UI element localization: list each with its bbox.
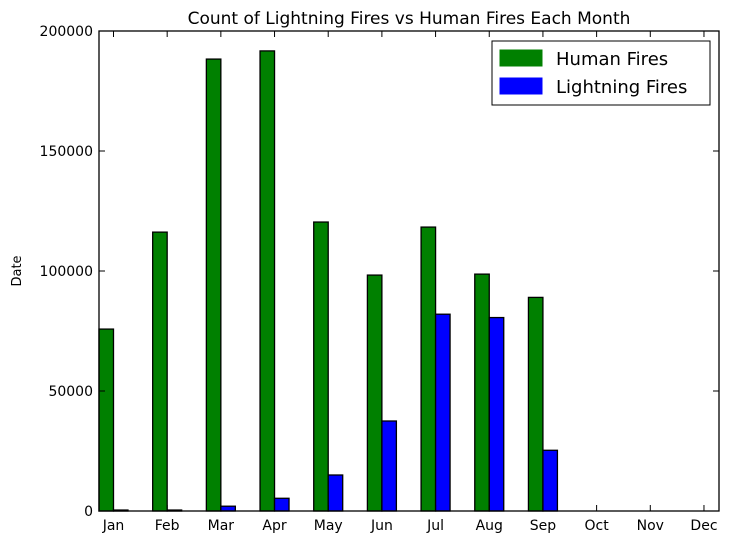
bar-lightning-fires-aug <box>488 316 505 512</box>
x-tick-label: Aug <box>476 518 503 534</box>
bar-human-fires-feb <box>152 231 168 512</box>
x-tick-label: Jun <box>370 518 393 534</box>
x-tick-label: Sep <box>530 518 557 534</box>
legend: Human Fires Lightning Fires <box>491 40 711 106</box>
y-tick-label: 0 <box>84 504 93 520</box>
x-tick-label: Nov <box>637 518 664 534</box>
bar-human-fires-may <box>313 221 329 512</box>
x-tick-label: Dec <box>690 518 717 534</box>
x-tick-label: Oct <box>585 518 610 534</box>
y-axis-label: Date <box>10 255 25 286</box>
bar-human-fires-jan <box>98 328 115 512</box>
y-tick-label: 100000 <box>40 264 93 280</box>
chart-title: Count of Lightning Fires vs Human Fires … <box>188 9 631 29</box>
y-tick-label: 50000 <box>48 384 93 400</box>
bar-human-fires-sep <box>527 296 544 512</box>
y-tick-label: 150000 <box>40 144 93 160</box>
bar-human-fires-mar <box>205 58 222 512</box>
legend-swatch <box>499 49 543 67</box>
bar-lightning-fires-jul <box>434 313 451 512</box>
legend-swatch <box>499 77 543 95</box>
x-tick-label: Mar <box>208 518 235 534</box>
legend-label: Lightning Fires <box>556 77 687 98</box>
x-tick-label: Apr <box>262 518 286 534</box>
x-tick-label: Jul <box>426 518 444 534</box>
bar-human-fires-jul <box>420 226 437 512</box>
bar-human-fires-aug <box>474 273 490 512</box>
bar-lightning-fires-sep <box>542 449 559 512</box>
x-tick-label: Feb <box>155 518 180 534</box>
plot-area: 0 50000 100000 150000 200000 Jan Feb Mar Apr May J… <box>40 24 720 534</box>
y-tick-label: 200000 <box>40 24 93 40</box>
bar-human-fires-apr <box>259 50 276 512</box>
bar-human-fires-jun <box>366 274 383 512</box>
bar-lightning-fires-jun <box>381 420 398 512</box>
legend-label: Human Fires <box>556 49 668 70</box>
x-tick-label: Jan <box>102 518 125 534</box>
bar-lightning-fires-may <box>327 474 344 512</box>
bar-lightning-fires-apr <box>273 497 290 512</box>
bar-lightning-fires-mar <box>220 505 236 512</box>
x-tick-label: May <box>314 518 343 534</box>
